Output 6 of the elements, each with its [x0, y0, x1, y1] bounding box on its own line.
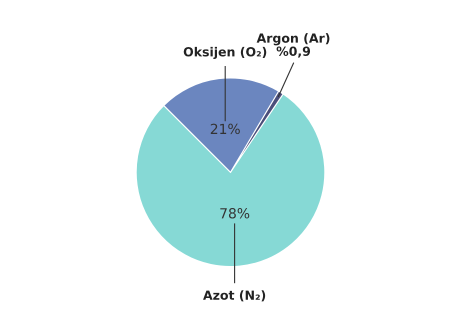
- data-label: %0,9: [276, 46, 310, 58]
- data-label: 78%: [220, 208, 250, 219]
- slice-label: Argon (Ar): [256, 33, 330, 46]
- slice-label: Oksijen (O₂): [184, 46, 266, 60]
- data-label: 21%: [210, 124, 240, 134]
- slice-label: Azot (N₂): [203, 290, 266, 302]
